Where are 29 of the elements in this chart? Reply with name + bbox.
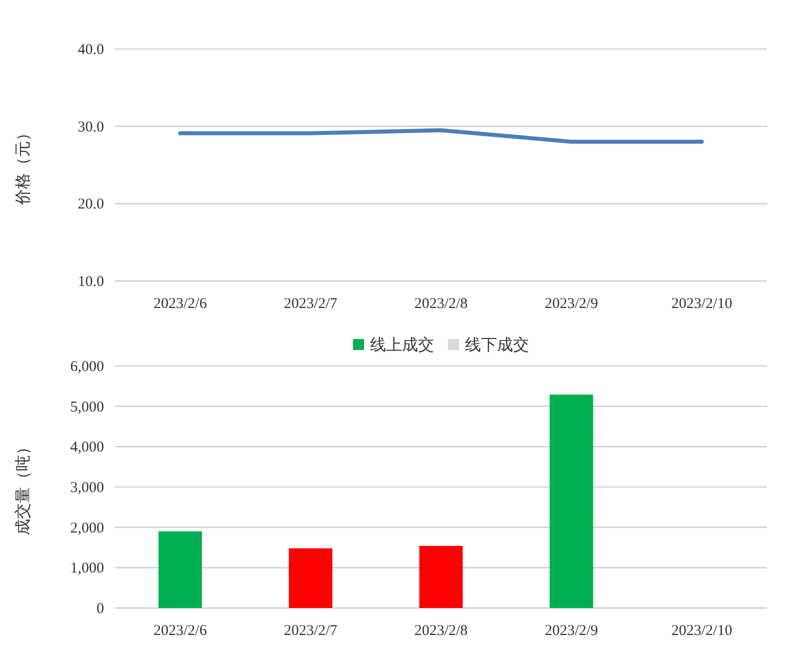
- legend-label: 线下成交: [465, 336, 529, 354]
- y-tick-label: 3,000: [70, 480, 104, 496]
- bar: [288, 548, 332, 608]
- y-tick-label: 6,000: [70, 359, 104, 375]
- y-tick-label: 20.0: [78, 196, 104, 213]
- bar: [550, 394, 594, 608]
- y-tick-label: 2,000: [70, 520, 104, 536]
- y-tick-label: 5,000: [70, 399, 104, 416]
- y-tick-label: 30.0: [78, 119, 104, 136]
- x-tick-label: 2023/2/8: [414, 623, 468, 639]
- y-tick-label: 4,000: [70, 440, 104, 456]
- x-tick-label: 2023/2/9: [544, 623, 598, 639]
- y-tick-label: 0: [96, 601, 104, 617]
- legend-label: 线上成交: [370, 336, 434, 354]
- x-tick-label: 2023/2/10: [671, 296, 732, 312]
- x-tick-label: 2023/2/8: [414, 296, 468, 312]
- x-tick-label: 2023/2/9: [544, 296, 598, 312]
- bar: [419, 546, 463, 608]
- x-tick-label: 2023/2/7: [284, 623, 338, 639]
- y-tick-label: 10.0: [78, 274, 104, 290]
- y-tick-label: 40.0: [78, 42, 104, 58]
- bar: [158, 531, 202, 608]
- x-tick-label: 2023/2/10: [671, 623, 732, 639]
- y-axis-title: 成交量（吨）: [14, 439, 32, 535]
- y-axis-title: 价格（元）: [15, 125, 32, 206]
- x-tick-label: 2023/2/6: [154, 623, 208, 639]
- x-tick-label: 2023/2/6: [154, 296, 208, 312]
- x-tick-label: 2023/2/7: [284, 296, 338, 312]
- y-tick-label: 1,000: [70, 560, 104, 577]
